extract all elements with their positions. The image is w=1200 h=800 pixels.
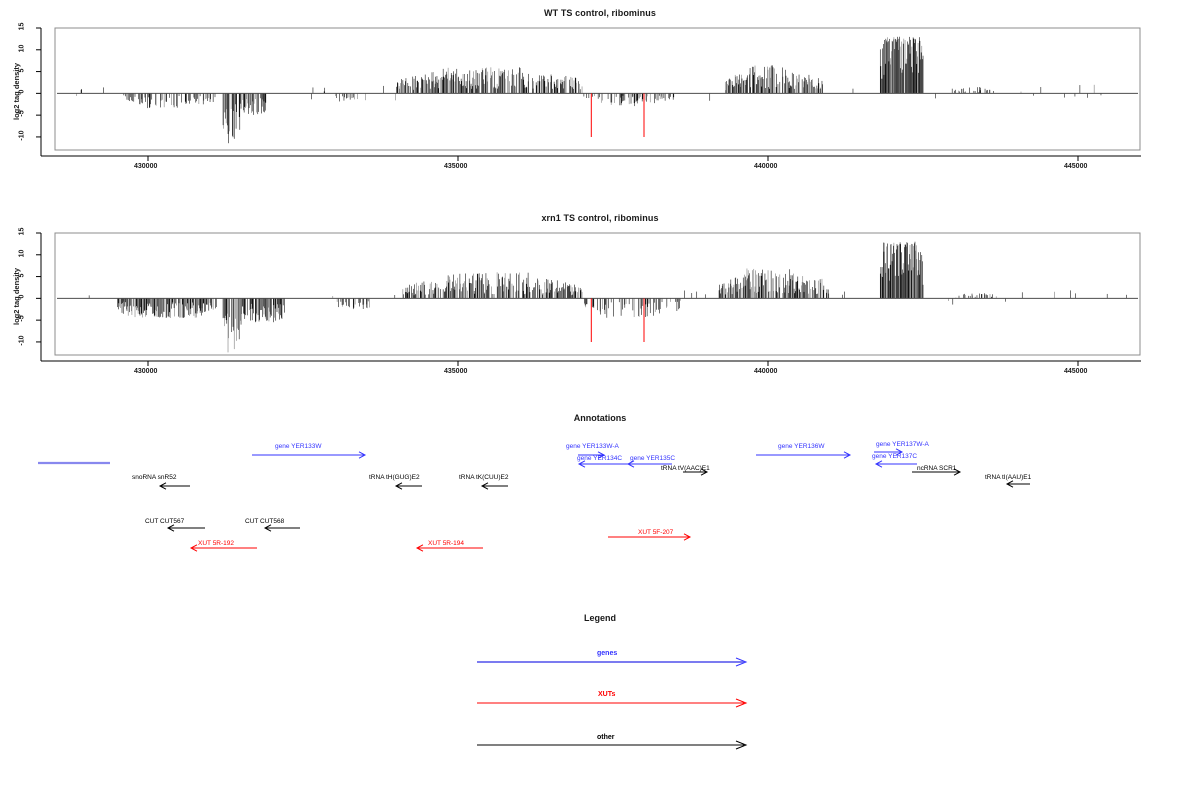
annotation-arrowhead [415,544,424,552]
plot-title-xrn1: xrn1 TS control, ribominus [541,213,659,223]
annotation-arrowhead [358,451,367,459]
annotation-label: gene YER137W-A [876,441,929,448]
x-tick-label: 430000 [134,163,158,170]
x-tick-label: 445000 [1064,163,1088,170]
annotation-label: CUT CUT567 [145,518,185,525]
y-tick-label: 10 [18,249,26,258]
legend-item-label: other [597,734,615,741]
y-tick-label: 0 [18,294,26,299]
annotation-arrowhead [874,460,883,468]
legend-item-label: XUTs [598,691,616,698]
plot-title-wt: WT TS control, ribominus [544,8,656,18]
annotation-arrowhead [263,524,272,532]
y-tick-label: -5 [18,110,26,117]
y-tick-label: 15 [18,22,26,31]
y-tick-label: -10 [18,130,26,141]
annotation-label: tRNA tH(GUG)E2 [369,474,420,481]
x-tick-label: 440000 [754,368,778,375]
y-tick-label: 5 [18,273,26,278]
annotation-arrowhead [1005,480,1014,488]
annotation-arrowhead [683,533,692,541]
annotation-arrowhead [577,460,586,468]
legend-arrowhead [735,657,748,667]
annotation-arrowhead [158,482,167,490]
annotation-label: XUT 5F-207 [638,529,674,536]
annotation-label: snoRNA snR52 [132,474,177,481]
plot-panel-xrn1: xrn1 TS control, ribominus log2 tag dens… [0,205,1200,385]
y-tick-label: 0 [18,89,26,94]
annotation-arrowhead [480,482,489,490]
plot-svg-wt [36,27,1141,161]
annotation-label: tRNA tI(AAU)E1 [985,474,1032,481]
x-tick-label: 435000 [444,368,468,375]
annotation-label: XUT 5R-192 [198,540,235,547]
legend-title: Legend [583,613,616,623]
x-tick-label: 435000 [444,163,468,170]
annotation-label: ncRNA SCR1 [917,465,957,472]
annotations-title: Annotations [573,413,627,423]
annotation-arrowhead [953,468,962,476]
x-tick-label: 440000 [754,163,778,170]
plot-svg-xrn1 [36,232,1141,366]
annotation-arrowhead [626,460,635,468]
annotation-label: CUT CUT568 [245,518,285,525]
annotation-label: gene YER133W-A [566,443,619,450]
annotation-label: gene YER133W [275,443,322,450]
legend-arrowhead [735,698,748,708]
y-tick-label: -10 [18,335,26,346]
annotation-label: gene YER135C [630,455,676,462]
annotation-arrowhead [189,544,198,552]
annotation-label: gene YER134C [577,455,623,462]
annotation-label: tRNA tK(CUU)E2 [459,474,509,481]
annotation-label: gene YER137C [872,453,918,460]
x-tick-label: 430000 [134,368,158,375]
legend-item-label: genes [597,650,618,657]
annotation-label: gene YER136W [778,443,825,450]
annotation-arrowhead [394,482,403,490]
annotation-label: tRNA tV(AAC)E1 [661,465,710,472]
y-tick-label: 10 [18,44,26,53]
y-tick-label: 5 [18,68,26,73]
legend-arrowhead [735,740,748,750]
annotation-arrowhead [166,524,175,532]
annotation-arrowhead [700,468,709,476]
y-tick-label: 15 [18,227,26,236]
annotation-arrowhead [843,451,852,459]
plot-panel-wt: WT TS control, ribominus log2 tag densit… [0,0,1200,180]
annotation-arrowhead [895,448,904,456]
x-tick-label: 445000 [1064,368,1088,375]
annotation-label: XUT 5R-194 [428,540,465,547]
annotation-arrowhead [597,451,606,459]
y-tick-label: -5 [18,315,26,322]
